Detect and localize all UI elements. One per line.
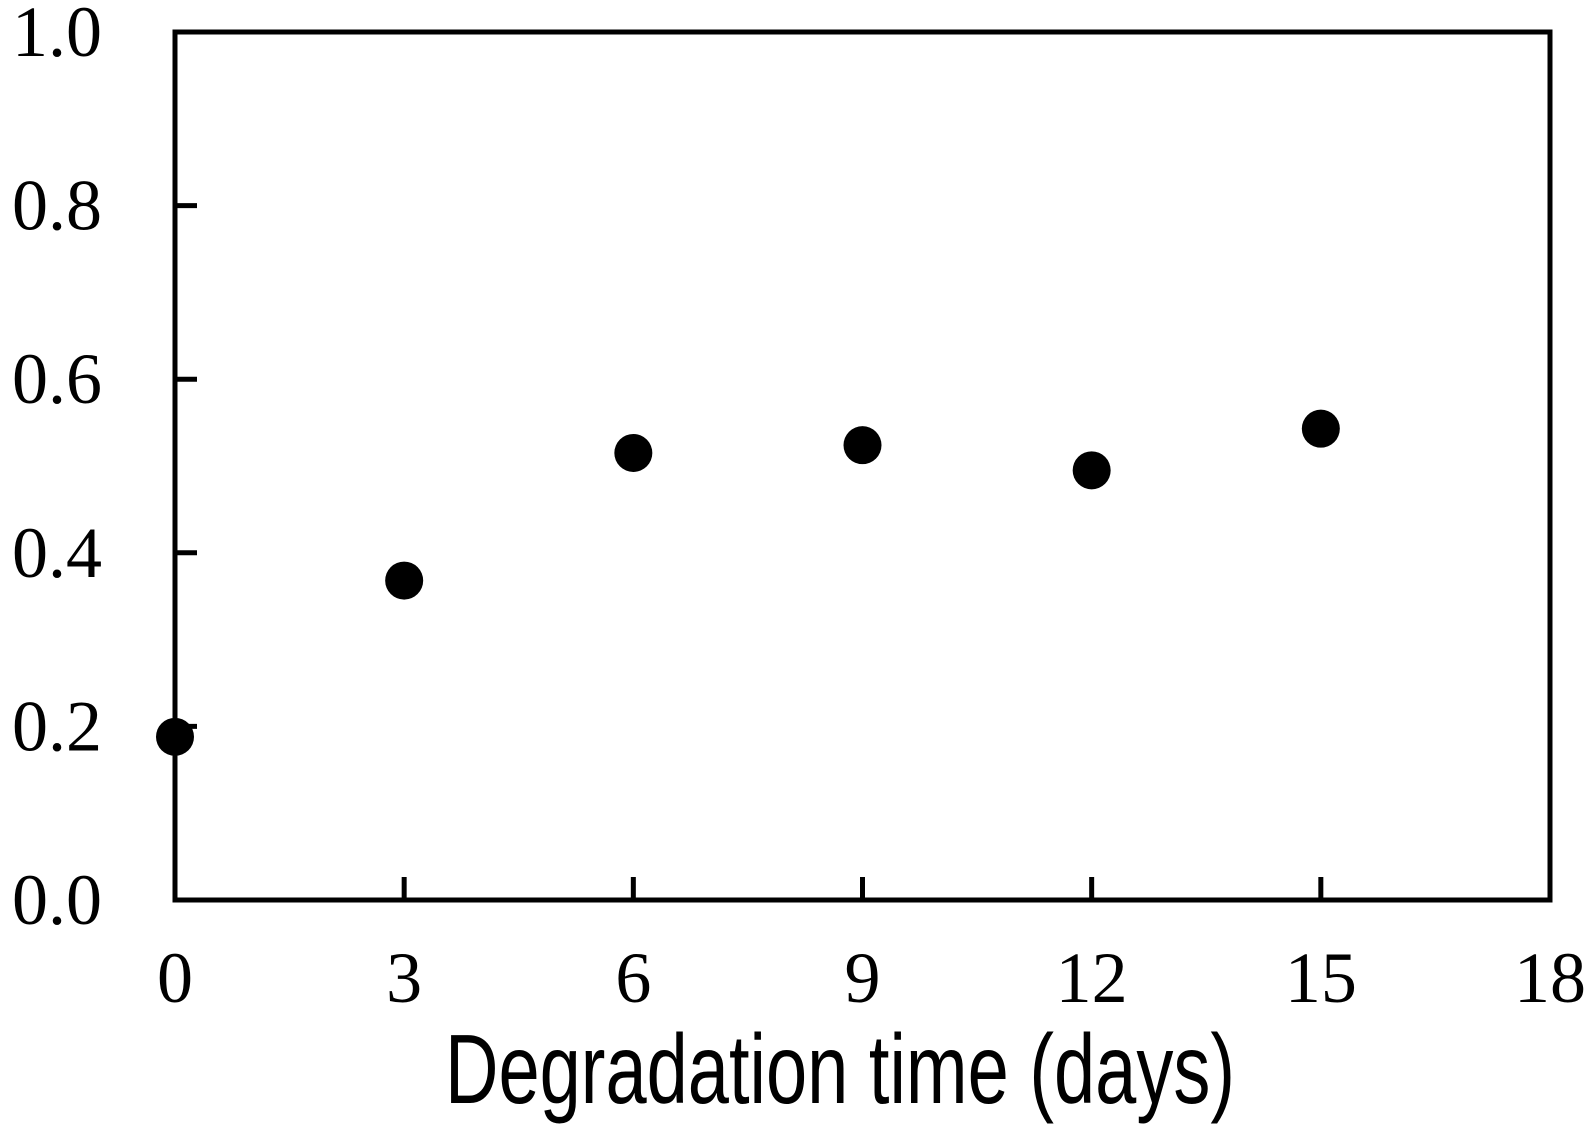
data-point-series — [156, 409, 1340, 756]
y-axis-tick-labels: 0.0 0.2 0.4 0.6 0.8 1.0 — [12, 0, 102, 940]
x-tick-label: 0 — [157, 938, 193, 1018]
x-tick-label: 9 — [845, 938, 881, 1018]
x-axis-ticks — [401, 877, 1324, 900]
y-axis-ticks — [175, 203, 197, 729]
x-axis-title: Degradation time (days) — [445, 1014, 1235, 1124]
y-tick-label: 0.6 — [12, 339, 102, 419]
y-tick-label: 0.2 — [12, 686, 102, 766]
data-point — [1072, 451, 1111, 490]
data-point — [614, 433, 653, 472]
x-tick-label: 12 — [1056, 938, 1128, 1018]
x-tick-label: 18 — [1514, 938, 1586, 1018]
data-point — [385, 561, 424, 600]
x-tick-label: 6 — [615, 938, 651, 1018]
y-tick-label: 1.0 — [12, 0, 102, 72]
x-tick-label: 15 — [1285, 938, 1357, 1018]
data-point — [156, 717, 194, 756]
y-tick-label: 0.8 — [12, 166, 102, 246]
y-tick-label: 0.0 — [12, 860, 102, 940]
data-point — [1301, 409, 1340, 448]
x-tick-label: 3 — [386, 938, 422, 1018]
data-point — [843, 426, 882, 465]
x-axis-tick-labels: 0 3 6 9 12 15 18 — [157, 938, 1586, 1018]
plot-border — [172, 29, 1553, 903]
y-tick-label: 0.4 — [12, 513, 102, 593]
